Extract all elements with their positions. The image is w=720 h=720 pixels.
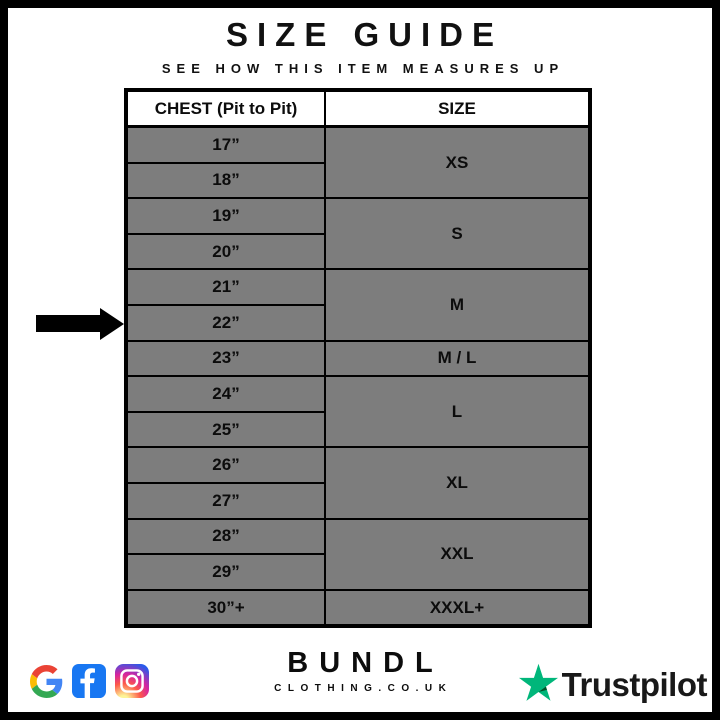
google-icon xyxy=(30,664,63,698)
measurement-cell: 18” xyxy=(125,161,326,200)
table-row: 19” S xyxy=(125,197,591,271)
table-row: 28” XXL xyxy=(125,517,591,591)
size-cell-xxl: XXL xyxy=(324,517,591,591)
table-row-highlighted: 22” xyxy=(125,303,590,342)
table-row: 18” xyxy=(125,161,590,200)
size-cell-m-highlighted: M xyxy=(324,268,591,342)
size-cell-xxxl: XXXL+ xyxy=(324,588,591,628)
table-header-row: CHEST (Pit to Pit) SIZE xyxy=(125,89,591,128)
size-guide-table: CHEST (Pit to Pit) SIZE 17” XS 18” 19” S… xyxy=(124,88,592,629)
measurement-cell: 26” xyxy=(125,446,326,484)
size-cell-xl: XL xyxy=(324,446,591,520)
brand-domain: CLOTHING.CO.UK xyxy=(274,682,453,694)
table-row: 30”+ XXXL+ xyxy=(125,588,591,628)
table-row: 24” L xyxy=(125,375,591,449)
measurement-cell: 20” xyxy=(125,232,326,271)
trustpilot-logo: Trustpilot xyxy=(518,663,708,707)
measurement-cell: 21” xyxy=(125,268,326,306)
instagram-icon xyxy=(115,664,149,698)
column-header-chest: CHEST (Pit to Pit) xyxy=(125,89,326,128)
table-row: 17” XS xyxy=(125,125,591,200)
table-row: 26” XL xyxy=(125,446,591,520)
table-row: 23” M / L xyxy=(125,339,591,378)
measurement-cell: 27” xyxy=(125,481,326,520)
measurement-cell: 17” xyxy=(125,125,326,164)
social-icons xyxy=(30,664,149,698)
size-cell-s: S xyxy=(324,197,591,271)
measurement-cell: 19” xyxy=(125,197,326,235)
trustpilot-label: Trustpilot xyxy=(561,666,708,703)
page-title: SIZE GUIDE xyxy=(225,16,504,53)
table-row: 29” xyxy=(125,553,590,591)
measurement-cell: 30”+ xyxy=(125,588,326,628)
measurement-cell-highlighted: 22” xyxy=(125,303,326,342)
measurement-cell: 25” xyxy=(125,410,326,449)
column-header-size: SIZE xyxy=(324,89,591,128)
brand-name: BUNDL xyxy=(287,647,444,679)
arrow-head xyxy=(100,307,124,340)
facebook-icon xyxy=(72,664,106,698)
size-cell-ml: M / L xyxy=(324,339,591,378)
table-row: 25” xyxy=(125,410,590,449)
table-row: 20” xyxy=(125,232,590,271)
measurement-cell: 29” xyxy=(125,553,326,591)
page-subtitle: SEE HOW THIS ITEM MEASURES UP xyxy=(161,61,565,76)
brand-logo: BUNDL CLOTHING.CO.UK xyxy=(8,647,712,694)
measurement-cell: 28” xyxy=(125,517,326,556)
table-row: 27” xyxy=(125,481,590,520)
size-cell-l: L xyxy=(324,375,591,449)
measurement-cell: 24” xyxy=(125,375,326,413)
table-row: 21” M xyxy=(125,268,591,342)
trustpilot-star-icon xyxy=(518,663,558,707)
size-cell-xs: XS xyxy=(324,125,591,200)
measurement-cell: 23” xyxy=(125,339,326,378)
arrow-shaft xyxy=(36,315,104,332)
